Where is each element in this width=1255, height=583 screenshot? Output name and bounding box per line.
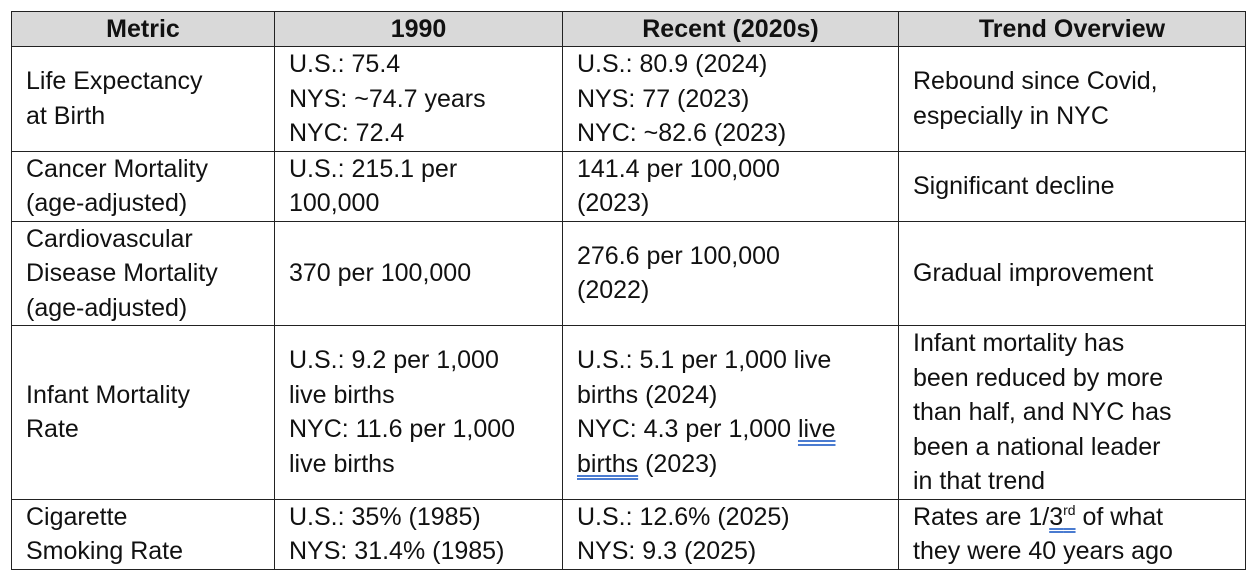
cell-line: births (2023): [577, 447, 890, 482]
cell-text: of what: [1075, 502, 1164, 531]
cell-line: (2022): [577, 276, 650, 305]
table-row: Cardiovascular Disease Mortality (age-ad…: [11, 220, 1246, 326]
cell-line: 100,000: [289, 189, 380, 217]
value-1990-cell: 370 per 100,000: [274, 220, 563, 326]
cell-line: Disease Mortality: [26, 259, 218, 287]
trend-cell: Gradual improvement: [898, 220, 1246, 326]
cell-line: U.S.: 75.4: [289, 50, 401, 78]
cell-line: in that trend: [913, 467, 1046, 495]
cell-line: NYS: 9.3 (2025): [577, 537, 757, 565]
table-row: Cigarette Smoking Rate U.S.: 35% (1985) …: [11, 498, 1246, 570]
cell-line: especially in NYC: [913, 101, 1109, 130]
cell-line: (age-adjusted): [26, 293, 188, 322]
cell-line: Rates are 1/3rd of what: [913, 500, 1237, 535]
cell-line: Cardiovascular: [26, 224, 193, 253]
cell-line: births (2024): [577, 380, 718, 409]
cell-line: Smoking Rate: [26, 537, 184, 565]
cell-line: (age-adjusted): [26, 189, 188, 217]
cell-line: Rate: [26, 415, 79, 444]
value-1990-cell: U.S.: 35% (1985) NYS: 31.4% (1985): [274, 498, 563, 570]
cell-line: Cancer Mortality: [26, 154, 208, 183]
cell-line: U.S.: 215.1 per: [289, 154, 458, 183]
metric-cell: Cancer Mortality (age-adjusted): [11, 150, 275, 222]
cell-line: U.S.: 35% (1985): [289, 502, 481, 531]
cell-line: U.S.: 9.2 per 1,000: [289, 346, 499, 375]
table-row: Life Expectancy at Birth U.S.: 75.4 NYS:…: [11, 46, 1246, 152]
cell-line: live births: [289, 449, 395, 478]
trend-cell: Significant decline: [898, 150, 1246, 222]
cell-line: NYC: 4.3 per 1,000 live: [577, 412, 890, 447]
cell-line: U.S.: 12.6% (2025): [577, 502, 790, 531]
value-recent-cell: U.S.: 80.9 (2024) NYS: 77 (2023) NYC: ~8…: [562, 46, 899, 152]
header-recent: Recent (2020s): [562, 11, 899, 47]
cell-line: 370 per 100,000: [289, 259, 472, 287]
cell-line: NYS: ~74.7 years: [289, 84, 486, 113]
value-recent-cell: 276.6 per 100,000 (2022): [562, 220, 899, 326]
cell-line: NYS: 77 (2023): [577, 84, 750, 113]
cell-text: Rates are 1/: [913, 502, 1050, 531]
cell-line: Gradual improvement: [913, 259, 1154, 287]
cell-line: Cigarette: [26, 502, 128, 531]
cell-line: U.S.: 5.1 per 1,000 live: [577, 346, 832, 375]
metric-cell: Life Expectancy at Birth: [11, 46, 275, 152]
cell-line: than half, and NYC has: [913, 398, 1172, 426]
proofing-underline-text: live: [797, 415, 836, 444]
cell-line: Life Expectancy: [26, 67, 203, 96]
cell-line: Infant Mortality: [26, 380, 190, 409]
ordinal-superscript: rd: [1063, 501, 1076, 518]
cell-text: NYC: 4.3 per 1,000: [577, 415, 798, 444]
value-1990-cell: U.S.: 9.2 per 1,000 live births NYC: 11.…: [274, 325, 563, 500]
cell-line: at Birth: [26, 101, 106, 130]
cell-line: NYS: 31.4% (1985): [289, 537, 505, 565]
cell-line: 276.6 per 100,000: [577, 241, 780, 270]
proofing-underline-text: births: [577, 449, 639, 478]
value-recent-cell: U.S.: 12.6% (2025) NYS: 9.3 (2025): [562, 498, 899, 570]
header-1990: 1990: [274, 11, 563, 47]
cell-line: (2023): [577, 189, 650, 217]
value-1990-cell: U.S.: 215.1 per 100,000: [274, 150, 563, 222]
cell-line: Significant decline: [913, 171, 1115, 200]
header-metric: Metric: [11, 11, 275, 47]
trend-cell: Rebound since Covid, especially in NYC: [898, 46, 1246, 152]
header-trend: Trend Overview: [898, 11, 1246, 47]
cell-line: NYC: ~82.6 (2023): [577, 119, 787, 147]
cell-line: they were 40 years ago: [913, 537, 1173, 565]
metric-cell: Cardiovascular Disease Mortality (age-ad…: [11, 220, 275, 326]
table-row: Infant Mortality Rate U.S.: 9.2 per 1,00…: [11, 325, 1246, 500]
value-recent-cell: 141.4 per 100,000 (2023): [562, 150, 899, 222]
metric-cell: Cigarette Smoking Rate: [11, 498, 275, 570]
trend-cell: Infant mortality has been reduced by mor…: [898, 325, 1246, 500]
fraction-denominator: 3: [1049, 502, 1064, 531]
cell-text: (2023): [638, 449, 718, 478]
cell-line: 141.4 per 100,000: [577, 154, 780, 183]
cell-line: Infant mortality has: [913, 329, 1125, 357]
header-row: Metric 1990 Recent (2020s) Trend Overvie…: [11, 11, 1246, 47]
cell-line: U.S.: 80.9 (2024): [577, 50, 768, 78]
health-metrics-table: Metric 1990 Recent (2020s) Trend Overvie…: [11, 11, 1246, 570]
metric-cell: Infant Mortality Rate: [11, 325, 275, 500]
trend-cell: Rates are 1/3rd of what they were 40 yea…: [898, 498, 1246, 570]
value-1990-cell: U.S.: 75.4 NYS: ~74.7 years NYC: 72.4: [274, 46, 563, 152]
value-recent-cell: U.S.: 5.1 per 1,000 live births (2024) N…: [562, 325, 899, 500]
cell-line: NYC: 72.4: [289, 119, 405, 147]
cell-line: been reduced by more: [913, 363, 1164, 392]
cell-line: NYC: 11.6 per 1,000: [289, 415, 516, 444]
cell-line: live births: [289, 380, 395, 409]
cell-line: Rebound since Covid,: [913, 67, 1158, 96]
table-row: Cancer Mortality (age-adjusted) U.S.: 21…: [11, 150, 1246, 222]
proofing-underline-text: 3rd: [1049, 503, 1075, 531]
cell-line: been a national leader: [913, 432, 1161, 461]
